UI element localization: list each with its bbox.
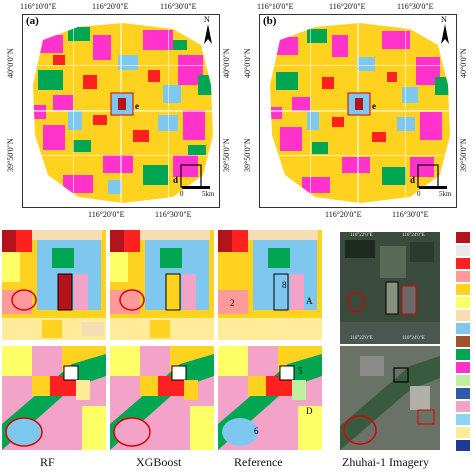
legend (456, 232, 472, 452)
north-arrow-icon (441, 24, 449, 44)
panel-b-label: (b) (263, 15, 277, 27)
imagery-detail-1-photo (340, 232, 440, 344)
panel-b-lon-bottom-2: 116°30'0"E (392, 210, 429, 219)
panel-b-scale-start: 0 (417, 190, 421, 198)
legend-swatch (456, 349, 470, 360)
reference-detail-1-label-a: A (306, 296, 313, 306)
xgboost-detail-1 (110, 230, 214, 340)
legend-swatch (456, 401, 470, 412)
panel-b-north-label: N (441, 15, 447, 24)
panel-b-marker-d: d (410, 175, 416, 185)
panel-a-lon-top-3: 116°30'0"E (160, 2, 197, 11)
panel-a-lon-bottom-1: 116°20'0"E (88, 210, 125, 219)
panel-b-lat-right-2: 39°50'0"N (459, 138, 468, 172)
panel-a-map: e d (22, 14, 220, 208)
imagery-1-coord-bottom-1: 116°22'0"E (350, 336, 373, 341)
panel-b-landuse-map (270, 23, 450, 203)
reference-detail-1-map (218, 230, 322, 340)
panel-a-lon-top-2: 116°20'0"E (92, 2, 129, 11)
legend-swatch (456, 271, 470, 282)
panel-a-scale-start: 0 (180, 190, 184, 198)
north-arrow-icon (204, 24, 212, 44)
reference-detail-2-map (218, 346, 322, 450)
panel-a-lon-top-1: 116°10'0"E (20, 2, 57, 11)
panel-a: 116°10'0"E 116°20'0"E 116°30'0"E 40°0'0"… (0, 0, 237, 222)
panel-a-lat-left-2: 39°50'0"N (6, 138, 15, 172)
xgboost-detail-1-map (110, 230, 214, 340)
panel-b-lat-right-1: 40°0'0"N (459, 48, 468, 78)
imagery-1-coord-top-2: 116°24'0"E (402, 233, 425, 238)
imagery-detail-2 (340, 346, 440, 450)
panel-b-scale-end: 5km (439, 190, 452, 198)
panel-b-lon-top-2: 116°20'0"E (329, 2, 366, 11)
legend-swatch (456, 375, 470, 386)
xgboost-detail-2-map (110, 346, 214, 450)
reference-detail-2: 5 6 D (218, 346, 322, 450)
reference-detail-1: 8 2 A (218, 230, 322, 340)
reference-detail-2-label-6: 6 (254, 426, 259, 436)
rf-detail-2-map (2, 346, 106, 450)
panel-a-lon-bottom-2: 116°30'0"E (155, 210, 192, 219)
rf-detail-2 (2, 346, 106, 450)
legend-swatch (456, 440, 470, 451)
panel-a-lat-right-2: 39°50'0"N (222, 138, 231, 172)
legend-swatch (456, 258, 470, 269)
panel-b-lat-left-1: 40°0'0"N (243, 48, 252, 78)
reference-detail-2-label-d: D (306, 406, 313, 416)
legend-swatch (456, 362, 470, 373)
caption-reference: Reference (234, 455, 283, 469)
reference-detail-2-label-5: 5 (298, 366, 303, 376)
panel-a-scale-bar: 0 5km (180, 186, 220, 206)
xgboost-detail-2 (110, 346, 214, 450)
imagery-detail-1: 116°22'0"E 116°24'0"E 116°22'0"E 116°24'… (340, 232, 440, 344)
caption-xgboost: XGBoost (136, 455, 182, 469)
panel-b-lon-bottom-1: 116°20'0"E (325, 210, 362, 219)
panel-a-north-label: N (204, 15, 210, 24)
panel-a-north-arrow: N (200, 15, 216, 46)
panel-b-scale-bar: 0 5km (417, 186, 457, 206)
legend-swatch (456, 323, 470, 334)
panel-b-marker-e: e (372, 101, 376, 111)
legend-swatch (456, 336, 470, 347)
caption-rf: RF (40, 455, 55, 469)
reference-detail-1-label-2: 2 (230, 298, 235, 308)
panel-b-lon-top-1: 116°10'0"E (257, 2, 294, 11)
panel-b-lat-left-2: 39°50'0"N (243, 138, 252, 172)
panel-b-north-arrow: N (437, 15, 453, 46)
legend-swatch (456, 310, 470, 321)
rf-detail-1-map (2, 230, 106, 340)
panel-b-map: e d (259, 14, 457, 208)
legend-swatch (456, 427, 470, 438)
panel-a-lat-left-1: 40°0'0"N (6, 48, 15, 78)
panel-a-landuse-map (33, 23, 213, 203)
panel-a-scale-end: 5km (202, 190, 215, 198)
panel-b: 116°10'0"E 116°20'0"E 116°30'0"E 40°0'0"… (237, 0, 474, 222)
legend-swatch (456, 245, 470, 256)
panel-a-marker-d: d (173, 175, 179, 185)
imagery-1-coord-bottom-2: 116°24'0"E (402, 336, 425, 341)
panel-a-label: (a) (26, 15, 39, 27)
reference-detail-1-label-8: 8 (282, 280, 287, 290)
imagery-detail-2-photo (340, 346, 440, 450)
legend-swatch (456, 414, 470, 425)
rf-detail-1 (2, 230, 106, 340)
panel-b-lon-top-3: 116°30'0"E (397, 2, 434, 11)
panel-a-marker-e: e (135, 101, 139, 111)
caption-zhuhai-imagery: Zhuhai-1 Imagery (342, 455, 429, 469)
legend-swatch (456, 297, 470, 308)
legend-swatch (456, 284, 470, 295)
legend-swatch (456, 232, 470, 243)
panel-a-lat-right-1: 40°0'0"N (222, 48, 231, 78)
legend-swatch (456, 388, 470, 399)
imagery-1-coord-top-1: 116°22'0"E (350, 233, 373, 238)
